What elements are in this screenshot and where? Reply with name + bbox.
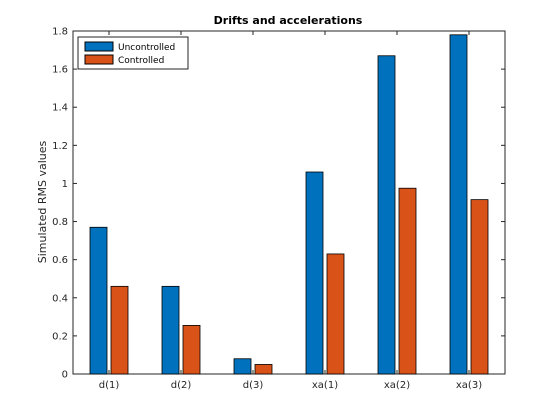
x-tick-label: d(1)	[99, 380, 120, 391]
y-tick-label: 1.8	[52, 27, 68, 38]
bar-uncontrolled-xa2	[377, 55, 396, 375]
y-axis-label: Simulated RMS values	[36, 141, 49, 264]
legend-label-uncontrolled: Uncontrolled	[118, 43, 175, 53]
y-tick-label: 0	[62, 370, 68, 381]
x-tick-label: xa(3)	[456, 380, 482, 391]
x-tick-label: d(3)	[243, 380, 264, 391]
bar-uncontrolled-xa1	[305, 171, 324, 375]
y-tick-label: 0.4	[52, 293, 68, 304]
y-tick-label: 0.6	[52, 255, 68, 266]
bar-controlled-xa2	[398, 187, 417, 375]
y-tick-label: 1	[62, 179, 68, 190]
bar-controlled-xa3	[470, 199, 489, 375]
y-tick-label: 1.6	[52, 65, 68, 76]
bar-controlled-d1	[110, 285, 129, 375]
y-tick-label: 1.2	[52, 141, 68, 152]
x-tick-label: xa(1)	[312, 380, 338, 391]
y-tick-label: 0.2	[52, 331, 68, 342]
y-tick-label: 1.4	[52, 103, 68, 114]
bar-uncontrolled-d3	[233, 358, 252, 375]
legend: Uncontrolled Controlled	[77, 36, 189, 70]
bar-uncontrolled-d2	[161, 285, 180, 375]
axes-box	[72, 30, 506, 375]
bar-controlled-xa1	[326, 253, 345, 375]
y-tick-label: 0.8	[52, 217, 68, 228]
chart-title: Drifts and accelerations	[214, 14, 363, 27]
bar-uncontrolled-xa3	[449, 34, 468, 375]
legend-label-controlled: Controlled	[118, 56, 164, 66]
plot-area: 0 0.2 0.4 0.6 0.8 1 1.2 1.4 1.6 1.8 d(1) d(2) d(3) xa…	[52, 27, 506, 391]
x-tick-label: xa(2)	[384, 380, 410, 391]
bar-controlled-d3	[254, 364, 273, 375]
bar-controlled-d2	[182, 325, 201, 375]
legend-swatch-controlled	[84, 54, 114, 65]
legend-swatch-uncontrolled	[84, 41, 114, 52]
bar-uncontrolled-d1	[89, 226, 108, 375]
x-tick-label: d(2)	[171, 380, 192, 391]
